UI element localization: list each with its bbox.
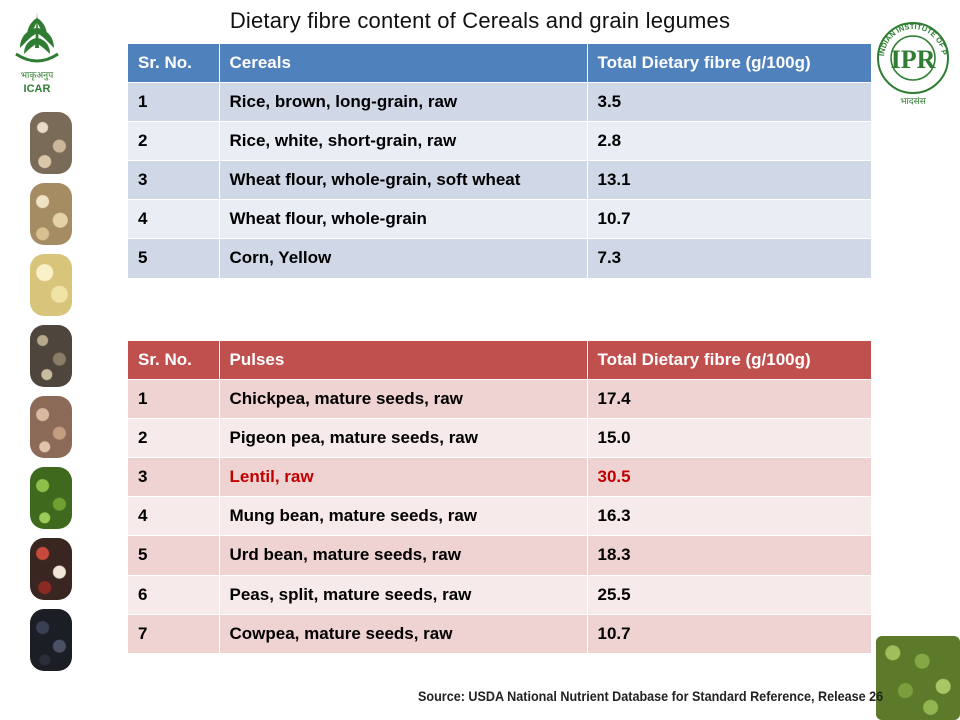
column-header: Sr. No. (128, 341, 220, 381)
column-header: Total Dietary fibre (g/100g) (587, 341, 871, 381)
seed-image (30, 467, 72, 529)
table-cell: Mung bean, mature seeds, raw (219, 496, 588, 537)
table-cell: 10.7 (587, 199, 871, 240)
table-header-row: Sr. No. Cereals Total Dietary fibre (g/1… (128, 44, 871, 84)
table-cell: Rice, brown, long-grain, raw (219, 82, 588, 123)
seed-image (30, 609, 72, 671)
cereals-table: Sr. No. Cereals Total Dietary fibre (g/1… (128, 44, 871, 279)
table-row: 4 Mung bean, mature seeds, raw 16.3 (128, 496, 871, 537)
table-row: 5 Urd bean, mature seeds, raw 18.3 (128, 535, 871, 576)
table-cell: 18.3 (587, 535, 871, 576)
seed-image (30, 254, 72, 316)
table-row: 1 Rice, brown, long-grain, raw 3.5 (128, 82, 871, 123)
table-row: 1 Chickpea, mature seeds, raw 17.4 (128, 379, 871, 420)
table-row-highlighted: 3 Lentil, raw 30.5 (128, 457, 871, 498)
pulses-table: Sr. No. Pulses Total Dietary fibre (g/10… (128, 341, 871, 654)
table-cell: 7.3 (587, 238, 871, 279)
table-cell: 3 (128, 160, 220, 201)
table-row: 7 Cowpea, mature seeds, raw 10.7 (128, 614, 871, 654)
column-header: Cereals (219, 44, 588, 84)
table-cell: Wheat flour, whole-grain (219, 199, 588, 240)
table-row: 2 Rice, white, short-grain, raw 2.8 (128, 121, 871, 162)
seed-image-strip (28, 112, 74, 680)
table-cell: 25.5 (587, 575, 871, 615)
table-cell: 2 (128, 418, 220, 459)
seed-image (30, 325, 72, 387)
slide-title: Dietary fibre content of Cereals and gra… (229, 8, 731, 33)
table-cell: 3 (128, 457, 220, 498)
column-header: Sr. No. (128, 44, 220, 84)
svg-text:IPR: IPR (891, 45, 936, 74)
seed-image (30, 112, 72, 174)
table-row: 2 Pigeon pea, mature seeds, raw 15.0 (128, 418, 871, 459)
table-cell: 1 (128, 379, 220, 420)
table-cell: 17.4 (587, 379, 871, 420)
table-cell: 7 (128, 614, 220, 654)
seed-image (30, 396, 72, 458)
table-cell: Cowpea, mature seeds, raw (219, 614, 588, 654)
seed-image (30, 183, 72, 245)
iipr-logo: INDIAN INSTITUTE OF PULSES RESEARCH IPR … (871, 3, 952, 110)
table-row: 4 Wheat flour, whole-grain 10.7 (128, 199, 871, 240)
table-cell: 3.5 (587, 82, 871, 123)
table-cell: 10.7 (587, 614, 871, 654)
table-cell: Wheat flour, whole-grain, soft wheat (219, 160, 588, 201)
table-cell: 2 (128, 121, 220, 162)
table-row: 5 Corn, Yellow 7.3 (128, 238, 871, 279)
table-row: 6 Peas, split, mature seeds, raw 25.5 (128, 575, 871, 615)
table-cell: Peas, split, mature seeds, raw (219, 575, 588, 615)
table-header-row: Sr. No. Pulses Total Dietary fibre (g/10… (128, 341, 871, 381)
column-header: Pulses (219, 341, 588, 381)
table-cell: Chickpea, mature seeds, raw (219, 379, 588, 420)
table-cell: 4 (128, 496, 220, 537)
table-cell: 2.8 (587, 121, 871, 162)
table-cell: Pigeon pea, mature seeds, raw (219, 418, 588, 459)
svg-text:भाकृअनुप: भाकृअनुप (21, 71, 54, 81)
table-cell: 5 (128, 238, 220, 279)
svg-text:ICAR: ICAR (24, 83, 51, 95)
table-cell: 13.1 (587, 160, 871, 201)
table-cell: 5 (128, 535, 220, 576)
table-cell: 16.3 (587, 496, 871, 537)
svg-text:भादसंस: भादसंस (900, 96, 927, 107)
seed-image (30, 538, 72, 600)
highlighted-cell: 30.5 (587, 457, 871, 498)
icar-logo: भाकृअनुप ICAR (12, 8, 62, 100)
highlighted-cell: Lentil, raw (219, 457, 588, 498)
table-cell: Urd bean, mature seeds, raw (219, 535, 588, 576)
mung-bean-image (876, 636, 960, 720)
table-cell: 4 (128, 199, 220, 240)
source-citation: Source: USDA National Nutrient Database … (418, 688, 884, 704)
column-header: Total Dietary fibre (g/100g) (587, 44, 871, 84)
table-cell: 6 (128, 575, 220, 615)
table-cell: Rice, white, short-grain, raw (219, 121, 588, 162)
table-cell: Corn, Yellow (219, 238, 588, 279)
table-cell: 15.0 (587, 418, 871, 459)
table-row: 3 Wheat flour, whole-grain, soft wheat 1… (128, 160, 871, 201)
table-cell: 1 (128, 82, 220, 123)
